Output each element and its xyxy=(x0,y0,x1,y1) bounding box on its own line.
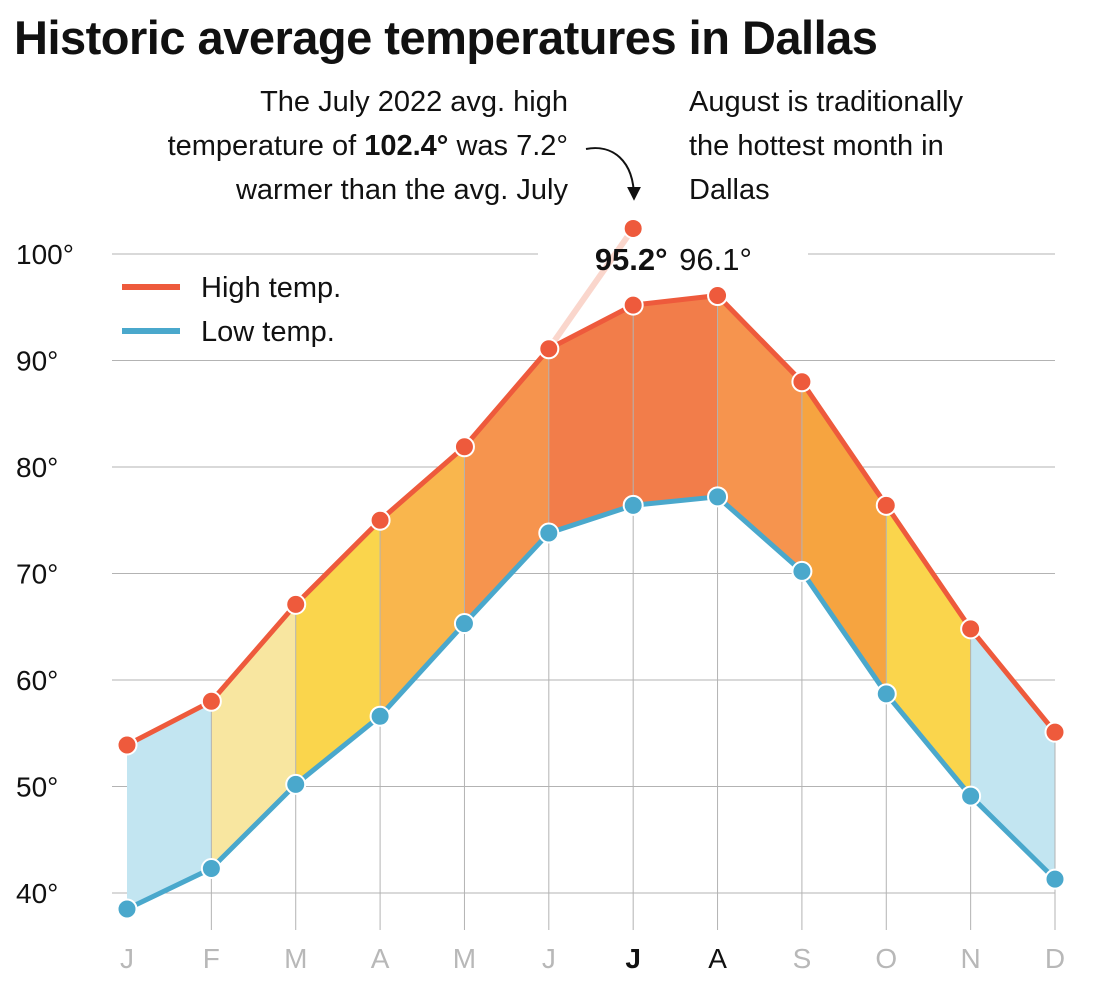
low-temp-point xyxy=(453,613,475,635)
high-temp-point xyxy=(116,734,138,756)
august-annotation: August is traditionally the hottest mont… xyxy=(689,80,963,212)
series-points xyxy=(116,217,1066,920)
high-temp-point xyxy=(538,338,560,360)
x-tick-label: J xyxy=(625,943,641,974)
x-tick-label: O xyxy=(875,943,897,974)
july-annotation-line-3: warmer than the avg. July xyxy=(235,174,568,206)
temperature-band xyxy=(970,628,1055,880)
legend-low-label: Low temp. xyxy=(201,316,335,348)
high-temp-point xyxy=(200,690,222,712)
x-tick-label: J xyxy=(542,943,556,974)
low-temp-line xyxy=(125,494,1057,912)
temperature-band xyxy=(380,446,465,717)
july-2022-point xyxy=(622,217,644,239)
x-tick-label: F xyxy=(203,943,220,974)
high-temp-point xyxy=(960,618,982,640)
low-temp-point xyxy=(707,486,729,508)
temperature-band xyxy=(633,295,718,506)
month-lines xyxy=(210,295,1056,930)
july-2022-line xyxy=(546,226,636,351)
x-tick-label: S xyxy=(793,943,812,974)
temperature-band xyxy=(717,295,802,572)
high-temp-point xyxy=(622,294,644,316)
high-temp-point xyxy=(1044,721,1066,743)
chart-title: Historic average temperatures in Dallas xyxy=(14,11,878,64)
x-tick-label: A xyxy=(708,943,727,974)
annotation-arrow xyxy=(585,147,641,201)
temperature-band xyxy=(464,348,549,624)
y-tick-label: 50° xyxy=(16,772,58,803)
low-temp-point xyxy=(285,773,307,795)
low-temp-point xyxy=(369,705,391,727)
july-annotation-pre: temperature of xyxy=(167,130,365,162)
high-temp-point xyxy=(875,494,897,516)
july-high-label: 95.2° xyxy=(595,242,668,277)
y-tick-label: 60° xyxy=(16,665,58,696)
high-temp-point xyxy=(707,285,729,307)
low-temp-point xyxy=(791,560,813,582)
july-annotation-line-2: temperature of 102.4° was 7.2° xyxy=(168,124,568,168)
july-annotation-value: 102.4° xyxy=(364,130,449,162)
high-temp-point xyxy=(453,436,475,458)
temperature-band xyxy=(548,305,634,534)
y-tick-label: 80° xyxy=(16,452,58,483)
august-high-label: 96.1° xyxy=(679,242,752,277)
temperature-band xyxy=(801,381,887,694)
low-temp-point xyxy=(622,494,644,516)
legend-high-label: High temp. xyxy=(201,272,341,304)
high-temp-line xyxy=(125,293,1057,748)
high-temp-point xyxy=(791,371,813,393)
july-2022-annotation: The July 2022 avg. high temperature of 1… xyxy=(168,80,568,212)
y-tick-label: 40° xyxy=(16,878,58,909)
temperature-band xyxy=(886,505,971,797)
y-tick-label: 90° xyxy=(16,346,58,377)
x-tick-label: J xyxy=(120,943,134,974)
low-temp-point xyxy=(200,858,222,880)
low-temp-point xyxy=(1044,868,1066,890)
low-temp-point xyxy=(960,785,982,807)
x-tick-label: A xyxy=(371,943,390,974)
august-annotation-line-1: August is traditionally xyxy=(689,86,964,118)
august-annotation-line-3: Dallas xyxy=(689,174,770,206)
x-tick-label: M xyxy=(453,943,476,974)
x-tick-label: M xyxy=(284,943,307,974)
low-temp-point xyxy=(116,898,138,920)
july-annotation-post: was 7.2° xyxy=(448,130,568,162)
x-tick-label: D xyxy=(1045,943,1065,974)
x-tick-label: N xyxy=(961,943,981,974)
high-temp-point xyxy=(369,509,391,531)
low-temp-point xyxy=(875,683,897,705)
high-temp-point xyxy=(285,593,307,615)
series-lines xyxy=(125,226,1057,912)
low-temp-point xyxy=(538,522,560,544)
august-annotation-line-2: the hottest month in xyxy=(689,130,944,162)
july-annotation-line-1: The July 2022 avg. high xyxy=(260,86,568,118)
y-tick-label: 70° xyxy=(16,559,58,590)
temperature-band xyxy=(127,701,212,909)
chart-labels: 40° 50° 60° 70° 80° 90° 100° J F M A M J J A S O N D 95.2° 9… xyxy=(16,239,1065,974)
y-tick-label: 100° xyxy=(16,239,74,270)
